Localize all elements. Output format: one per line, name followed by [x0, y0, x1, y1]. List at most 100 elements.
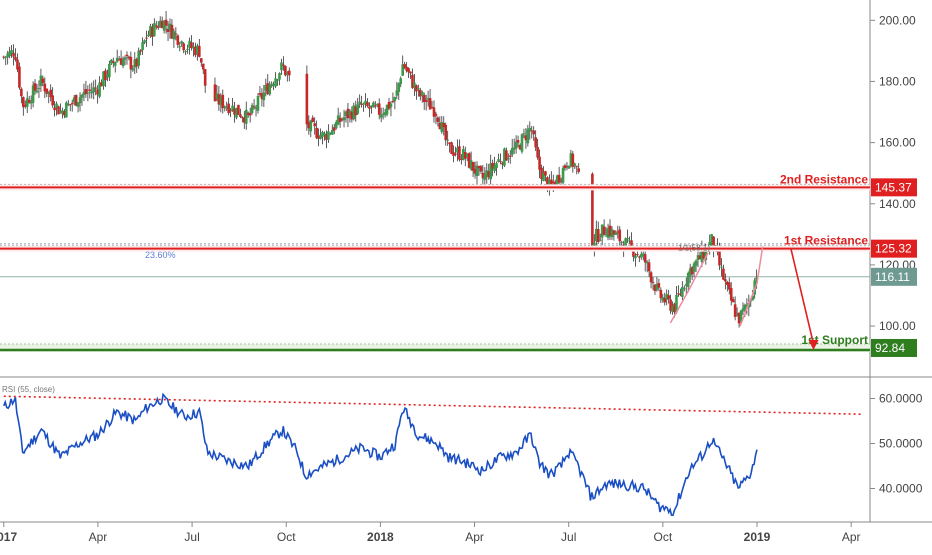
- candle-body: [203, 69, 207, 86]
- candle-body: [168, 23, 172, 31]
- candle-body: [665, 294, 668, 300]
- candle-body: [534, 137, 537, 148]
- candle-body: [88, 89, 92, 91]
- candle-body: [327, 131, 330, 140]
- candle-body: [643, 254, 647, 263]
- projection-arrow: [790, 248, 819, 350]
- candle-body: [151, 26, 154, 37]
- candle-body: [274, 78, 277, 87]
- candle-body: [383, 112, 387, 116]
- level-label: 1st Support: [801, 333, 868, 347]
- candle-body: [686, 272, 690, 287]
- candle-body: [594, 228, 598, 242]
- candle-body: [121, 59, 125, 67]
- candle-body: [63, 111, 66, 116]
- candle-body: [229, 110, 232, 112]
- candle-body: [712, 236, 715, 251]
- candle-body: [49, 89, 52, 98]
- candle-body: [65, 102, 68, 118]
- candle-body: [237, 104, 240, 115]
- candle-body: [391, 100, 395, 103]
- candle-body: [503, 148, 506, 166]
- candle-body: [111, 61, 115, 63]
- candle-body: [248, 113, 252, 116]
- price-tick-label: 200.00: [879, 13, 916, 27]
- candle-body: [154, 25, 158, 27]
- candle-body: [231, 105, 234, 112]
- candle-body: [514, 141, 518, 149]
- candle-body: [499, 161, 502, 163]
- candle-body: [51, 95, 54, 106]
- candle-body: [137, 50, 140, 66]
- candle-body: [244, 109, 248, 124]
- candle-body: [348, 110, 352, 116]
- fib-level: 23.60%: [0, 243, 870, 260]
- candle-body: [219, 96, 223, 106]
- candle-body: [141, 42, 144, 51]
- candle-body: [70, 102, 74, 104]
- candle-body: [424, 100, 428, 102]
- time-tick-label: 2018: [367, 530, 394, 544]
- candle-body: [199, 58, 203, 63]
- candle-body: [37, 88, 41, 90]
- level-value-tag-box: [871, 178, 917, 197]
- candle-body: [139, 50, 142, 52]
- candle-body: [178, 46, 182, 48]
- candle-body: [379, 114, 383, 118]
- candle-body: [225, 106, 228, 109]
- candle-body: [31, 85, 35, 103]
- candle-body: [409, 71, 412, 74]
- time-tick-label: Apr: [842, 530, 861, 544]
- candle-body: [401, 64, 404, 76]
- candle-body: [739, 310, 743, 322]
- candle-body: [567, 165, 571, 169]
- candle-body: [465, 153, 469, 157]
- candle-body: [506, 158, 510, 160]
- candle-body: [282, 64, 285, 66]
- candle-body: [700, 248, 704, 263]
- candle-body: [61, 110, 64, 115]
- candle-body: [653, 284, 657, 291]
- candle-body: [411, 74, 414, 88]
- candle-body: [692, 263, 696, 272]
- candle-body: [20, 88, 23, 97]
- time-tick-label: Oct: [277, 530, 296, 544]
- candle-body: [469, 160, 473, 170]
- candle-body: [569, 153, 573, 166]
- level-value-tag-box: [871, 338, 917, 357]
- candle-body: [125, 54, 129, 57]
- candle-body: [102, 71, 105, 87]
- candle-body: [164, 19, 168, 26]
- candle-body: [505, 150, 508, 161]
- candle-body: [471, 161, 475, 171]
- candle-body: [377, 103, 381, 115]
- candle-body: [542, 172, 545, 182]
- candle-body: [364, 100, 367, 105]
- candle-body: [170, 24, 174, 39]
- candle-body: [174, 33, 178, 35]
- time-tick-label: 2017: [0, 530, 17, 544]
- candle-body: [153, 23, 156, 37]
- candle-body: [149, 26, 152, 36]
- candle-body: [432, 107, 436, 117]
- rsi-title: RSI (55, close): [2, 385, 55, 394]
- candle-body: [745, 304, 749, 306]
- candle-body: [460, 159, 463, 161]
- candle-body: [399, 78, 403, 85]
- level-zone: [0, 343, 870, 352]
- candle-body: [309, 120, 313, 132]
- candle-body: [540, 167, 543, 180]
- candle-body: [92, 87, 96, 93]
- candle-body: [565, 165, 569, 167]
- candle-body: [624, 238, 627, 248]
- candle-body: [307, 121, 311, 129]
- level-value-tag-text: 125.32: [875, 242, 912, 256]
- candle-body: [143, 40, 146, 43]
- candle-body: [80, 94, 84, 98]
- candle-body: [659, 289, 663, 299]
- candle-body: [743, 304, 747, 310]
- candle-body: [156, 26, 160, 28]
- candle-body: [256, 95, 260, 111]
- candle-body: [522, 133, 526, 135]
- candle-body: [176, 35, 180, 45]
